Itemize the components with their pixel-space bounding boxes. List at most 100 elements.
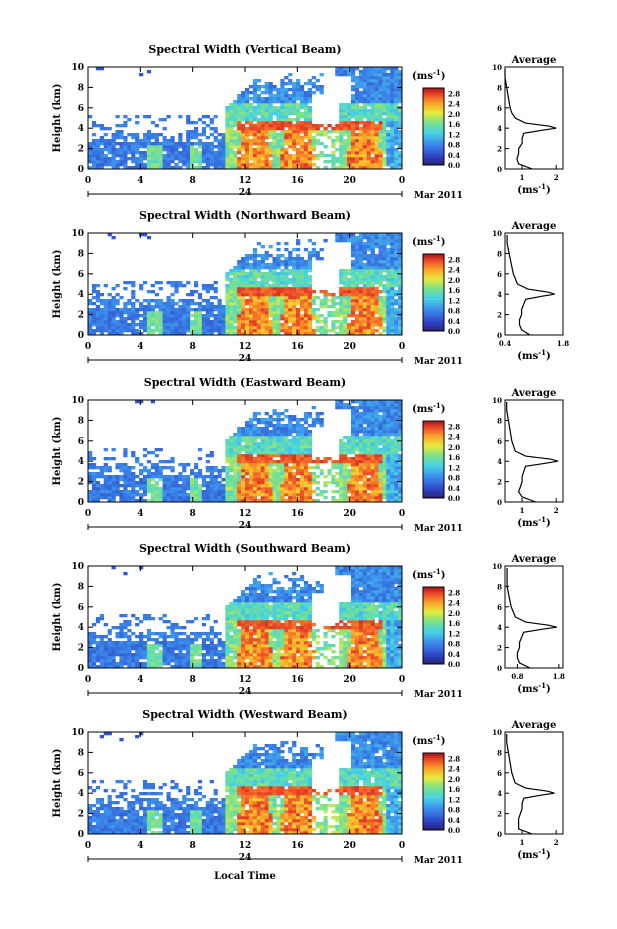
heatmap-cell	[350, 157, 356, 161]
heatmap-cell	[394, 418, 399, 422]
heatmap-cell	[178, 487, 183, 491]
heatmap-cell	[178, 326, 183, 330]
heatmap-cell	[276, 332, 281, 336]
heatmap-cell	[268, 484, 273, 488]
heatmap-cell	[390, 275, 395, 279]
heatmap-cell	[268, 112, 273, 116]
heatmap-cell	[158, 287, 163, 291]
heatmap-cell	[170, 484, 175, 488]
heatmap-cell	[303, 130, 309, 134]
heatmap-cell	[166, 484, 171, 488]
heatmap-cell	[245, 121, 250, 125]
heatmap-cell	[390, 124, 395, 128]
heatmap-cell	[103, 314, 108, 318]
heatmap-cell	[307, 160, 313, 164]
heatmap-cell	[354, 85, 360, 89]
heatmap-cell	[146, 323, 152, 327]
heatmap-cell	[178, 151, 183, 155]
heatmap-cell	[347, 127, 352, 131]
heatmap-cell	[327, 457, 332, 461]
heatmap-cell	[272, 263, 277, 267]
heatmap-cell	[225, 145, 230, 149]
heatmap-cell	[107, 320, 112, 324]
heatmap-cell	[390, 281, 395, 285]
heatmap-cell	[174, 323, 179, 327]
heatmap-cell	[174, 302, 179, 306]
heatmap-cell	[225, 133, 230, 137]
heatmap-cell	[370, 436, 375, 440]
heatmap-cell	[292, 499, 297, 503]
heatmap-cell	[390, 481, 395, 485]
heatmap-cell	[252, 106, 258, 110]
heatmap-cell	[315, 296, 320, 300]
heatmap-cell	[241, 305, 246, 309]
heatmap-cell	[252, 424, 258, 428]
heatmap-cell	[264, 451, 269, 455]
heatmap-cell	[221, 469, 226, 473]
heatmap-cell	[158, 311, 163, 315]
unit-main: (ms	[412, 71, 433, 82]
heatmap-cell	[362, 85, 367, 89]
heatmap-cell	[260, 142, 265, 146]
heatmap-cell	[186, 320, 191, 324]
heatmap-cell	[150, 145, 156, 149]
heatmap-cell	[307, 82, 313, 86]
heatmap-cell	[103, 457, 108, 461]
heatmap-cell	[99, 496, 104, 500]
heatmap-cell	[127, 151, 132, 155]
heatmap-cell	[280, 317, 285, 321]
heatmap-cell	[378, 82, 383, 86]
heatmap-cell	[390, 308, 395, 312]
heatmap-cell	[252, 427, 258, 431]
heatmap-cell	[268, 487, 273, 491]
heatmap-cell	[146, 142, 152, 146]
heatmap-cell	[88, 490, 93, 494]
heatmap-cell	[91, 166, 97, 170]
heatmap-cell	[303, 154, 309, 158]
heatmap-cell	[280, 85, 285, 89]
heatmap-cell	[166, 481, 171, 485]
heatmap-cell	[280, 142, 285, 146]
heatmap-cell	[370, 445, 375, 449]
heatmap-cell	[131, 472, 136, 476]
heatmap-cell	[260, 469, 265, 473]
heatmap-cell	[256, 436, 261, 440]
heatmap-cell	[370, 400, 375, 404]
colorbar-tick-label: 2.4	[448, 266, 460, 275]
heatmap-cell	[299, 305, 305, 309]
heatmap-cell	[307, 112, 313, 116]
heatmap-cell	[170, 332, 175, 336]
colorbar-step	[423, 275, 444, 279]
heatmap-cell	[237, 302, 242, 306]
heatmap-cell	[229, 136, 234, 140]
heatmap-cell	[209, 496, 214, 500]
heatmap-cell	[150, 133, 156, 137]
heatmap-cell	[296, 136, 301, 140]
heatmap-cell	[178, 308, 183, 312]
heatmap-cell	[394, 433, 399, 437]
heatmap-cell	[123, 320, 128, 324]
heatmap-cell	[296, 326, 301, 330]
heatmap-cell	[107, 142, 112, 146]
heatmap-cell	[339, 287, 344, 291]
heatmap-cell	[245, 469, 250, 473]
heatmap-cell	[354, 145, 360, 149]
heatmap-cell	[307, 314, 313, 318]
heatmap-cell	[343, 302, 348, 306]
heatmap-cell	[162, 481, 167, 485]
heatmap-cell	[131, 148, 136, 152]
heatmap-cell	[343, 478, 348, 482]
heatmap-cell	[146, 133, 152, 137]
colorbar-tick-label: 2.0	[448, 443, 460, 452]
heatmap-cell	[284, 266, 289, 270]
heatmap-cell	[237, 439, 242, 443]
heatmap-cell	[252, 418, 258, 422]
heatmap-cell	[350, 427, 356, 431]
heatmap-cell	[390, 272, 395, 276]
heatmap-cell	[123, 124, 128, 128]
heatmap-cell	[256, 85, 261, 89]
heatmap-cell	[307, 284, 313, 288]
heatmap-cell	[127, 326, 132, 330]
heatmap-cell	[276, 257, 281, 261]
heatmap-cell	[370, 424, 375, 428]
